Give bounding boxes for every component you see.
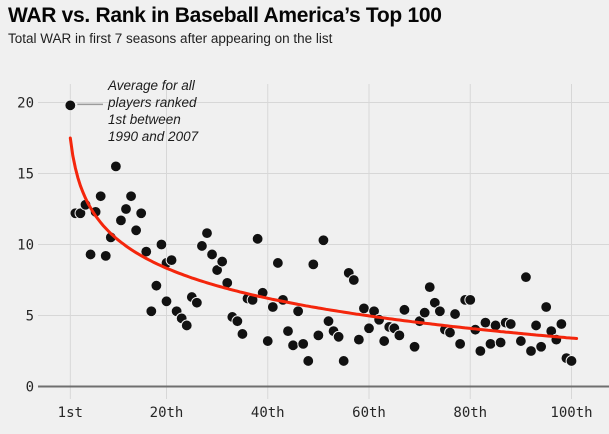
data-point — [398, 303, 411, 316]
annotation-text: Average for all players ranked 1st betwe… — [108, 78, 199, 144]
data-point — [444, 326, 456, 339]
y-tick-label: 15 — [17, 167, 34, 183]
data-point — [454, 338, 467, 350]
y-tick-label: 0 — [26, 380, 34, 396]
data-point — [423, 281, 436, 294]
data-point — [201, 227, 213, 240]
data-point — [363, 322, 375, 335]
x-tick-label: 100th — [550, 405, 592, 421]
x-tick-label: 80th — [453, 405, 487, 421]
data-point — [312, 329, 325, 342]
data-point — [160, 295, 173, 308]
data-point — [109, 160, 122, 173]
data-point — [266, 301, 279, 313]
data-point — [271, 257, 284, 269]
data-point — [84, 248, 97, 261]
x-tick-label: 1st — [58, 405, 83, 421]
data-point — [337, 355, 350, 367]
data-point — [120, 203, 132, 215]
data-point — [484, 338, 497, 350]
data-point — [479, 316, 492, 329]
chart-subtitle: Total WAR in first 7 seasons after appea… — [8, 31, 333, 46]
data-point — [332, 330, 345, 343]
data-point — [196, 240, 208, 252]
data-point — [145, 305, 158, 318]
data-point — [535, 340, 548, 353]
data-point — [347, 274, 360, 286]
data-point — [74, 207, 87, 220]
x-tick-label: 60th — [352, 405, 386, 421]
data-point — [520, 271, 532, 284]
data-point — [94, 190, 107, 203]
trend-line — [68, 136, 579, 340]
data-point — [282, 325, 294, 338]
data-point — [565, 355, 578, 367]
data-point — [292, 305, 305, 318]
data-point — [555, 318, 568, 330]
data-point — [525, 345, 537, 357]
data-point — [302, 355, 315, 367]
data-point — [408, 340, 421, 353]
data-point — [206, 248, 218, 261]
data-point — [99, 249, 112, 262]
data-point — [504, 318, 517, 330]
data-point — [464, 293, 477, 306]
data-point — [261, 335, 274, 347]
data-point — [64, 99, 77, 112]
data-point — [433, 305, 446, 318]
data-point — [352, 333, 365, 346]
data-point — [307, 258, 320, 271]
data-point — [115, 214, 127, 227]
data-point — [514, 335, 527, 347]
chart-title: WAR vs. Rank in Baseball America’s Top 1… — [8, 4, 442, 27]
x-tick-label: 20th — [150, 405, 184, 421]
x-tick-label: 40th — [251, 405, 285, 421]
data-point — [155, 238, 168, 251]
data-point — [530, 319, 542, 332]
y-tick-label: 5 — [26, 309, 34, 325]
data-point — [231, 315, 244, 328]
data-point — [130, 224, 143, 237]
data-point — [358, 302, 370, 315]
data-point — [135, 207, 148, 220]
data-point — [251, 232, 264, 245]
data-point — [322, 315, 335, 328]
data-point — [474, 345, 487, 357]
data-point — [125, 190, 137, 203]
data-point — [297, 338, 310, 350]
data-point — [180, 319, 193, 332]
data-point — [150, 279, 163, 292]
data-point — [494, 336, 507, 349]
data-point — [216, 255, 229, 268]
data-point — [540, 301, 553, 313]
data-point — [317, 234, 330, 247]
data-point — [287, 339, 299, 352]
y-tick-label: 10 — [17, 238, 34, 254]
data-point — [418, 306, 431, 319]
data-point — [236, 328, 249, 340]
data-point — [393, 329, 406, 342]
data-point — [428, 296, 441, 309]
data-point — [190, 296, 203, 309]
y-tick-label: 20 — [17, 96, 34, 112]
data-point — [449, 308, 461, 320]
data-point — [211, 264, 224, 276]
data-point — [165, 254, 178, 267]
data-point — [378, 335, 391, 347]
